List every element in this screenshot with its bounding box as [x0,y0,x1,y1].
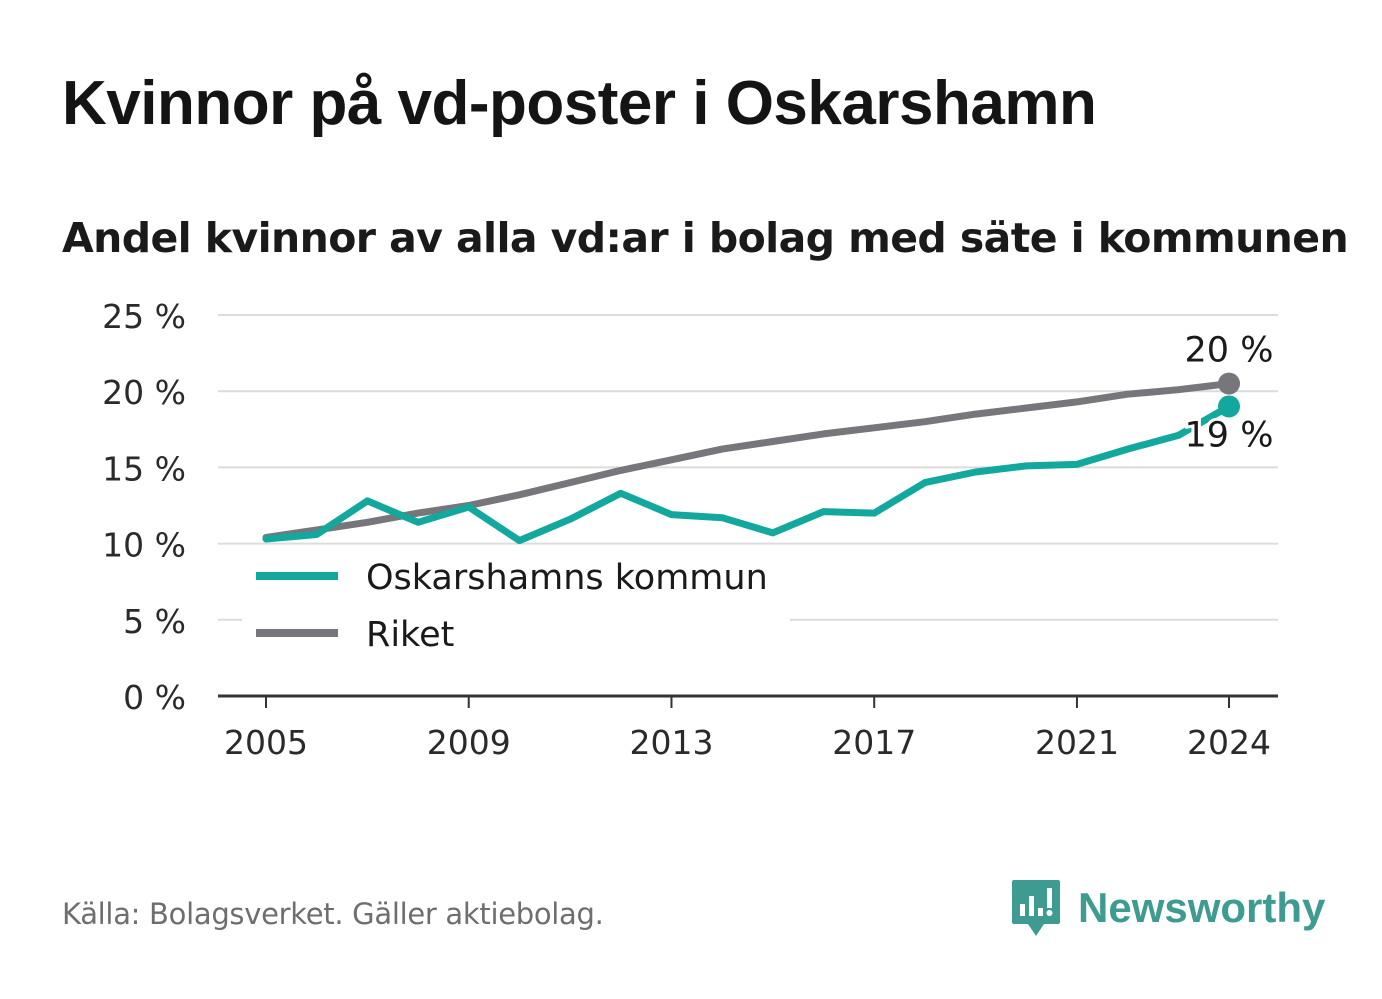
brand-name: Newsworthy [1078,884,1326,931]
y-axis: 0 % 5 % 10 % 15 % 20 % 25 % [102,297,186,717]
y-tick-label: 20 % [102,373,186,412]
legend-background [242,550,790,660]
brand-logo: Newsworthy [1010,878,1325,938]
x-tick-label: 2024 [1187,723,1271,762]
x-axis: 2005 2009 2013 2017 2021 2024 [218,694,1278,762]
legend: Oskarshamns kommun Riket [242,550,790,660]
end-label-riket: 20 % [1185,331,1274,371]
legend-label: Riket [366,615,454,655]
chart-title: Kvinnor på vd-poster i Oskarshamn [62,69,1097,138]
end-label-oskarshamn: 19 % [1185,415,1274,455]
x-tick-label: 2017 [832,723,916,762]
end-labels: 20 % 19 % [1182,331,1277,459]
y-tick-label: 25 % [102,297,186,336]
end-point-marker [1218,372,1240,395]
y-tick-label: 10 % [102,526,186,565]
source-note: Källa: Bolagsverket. Gäller aktiebolag. [62,897,604,931]
legend-label: Oskarshamns kommun [366,558,768,598]
y-tick-label: 5 % [123,602,186,641]
x-tick-label: 2009 [427,723,511,762]
chart-subtitle: Andel kvinnor av alla vd:ar i bolag med … [62,214,1349,262]
x-tick-label: 2013 [629,723,713,762]
x-tick-label: 2005 [224,723,308,762]
series-line-oskarshamn [262,402,1233,545]
series-lines [262,372,1240,545]
newsworthy-logo-icon [1012,880,1060,936]
end-point-marker [1218,395,1240,418]
series-line-riket [262,380,1233,541]
x-tick-label: 2021 [1035,723,1119,762]
y-tick-label: 15 % [102,449,186,488]
y-tick-label: 0 % [123,678,186,717]
